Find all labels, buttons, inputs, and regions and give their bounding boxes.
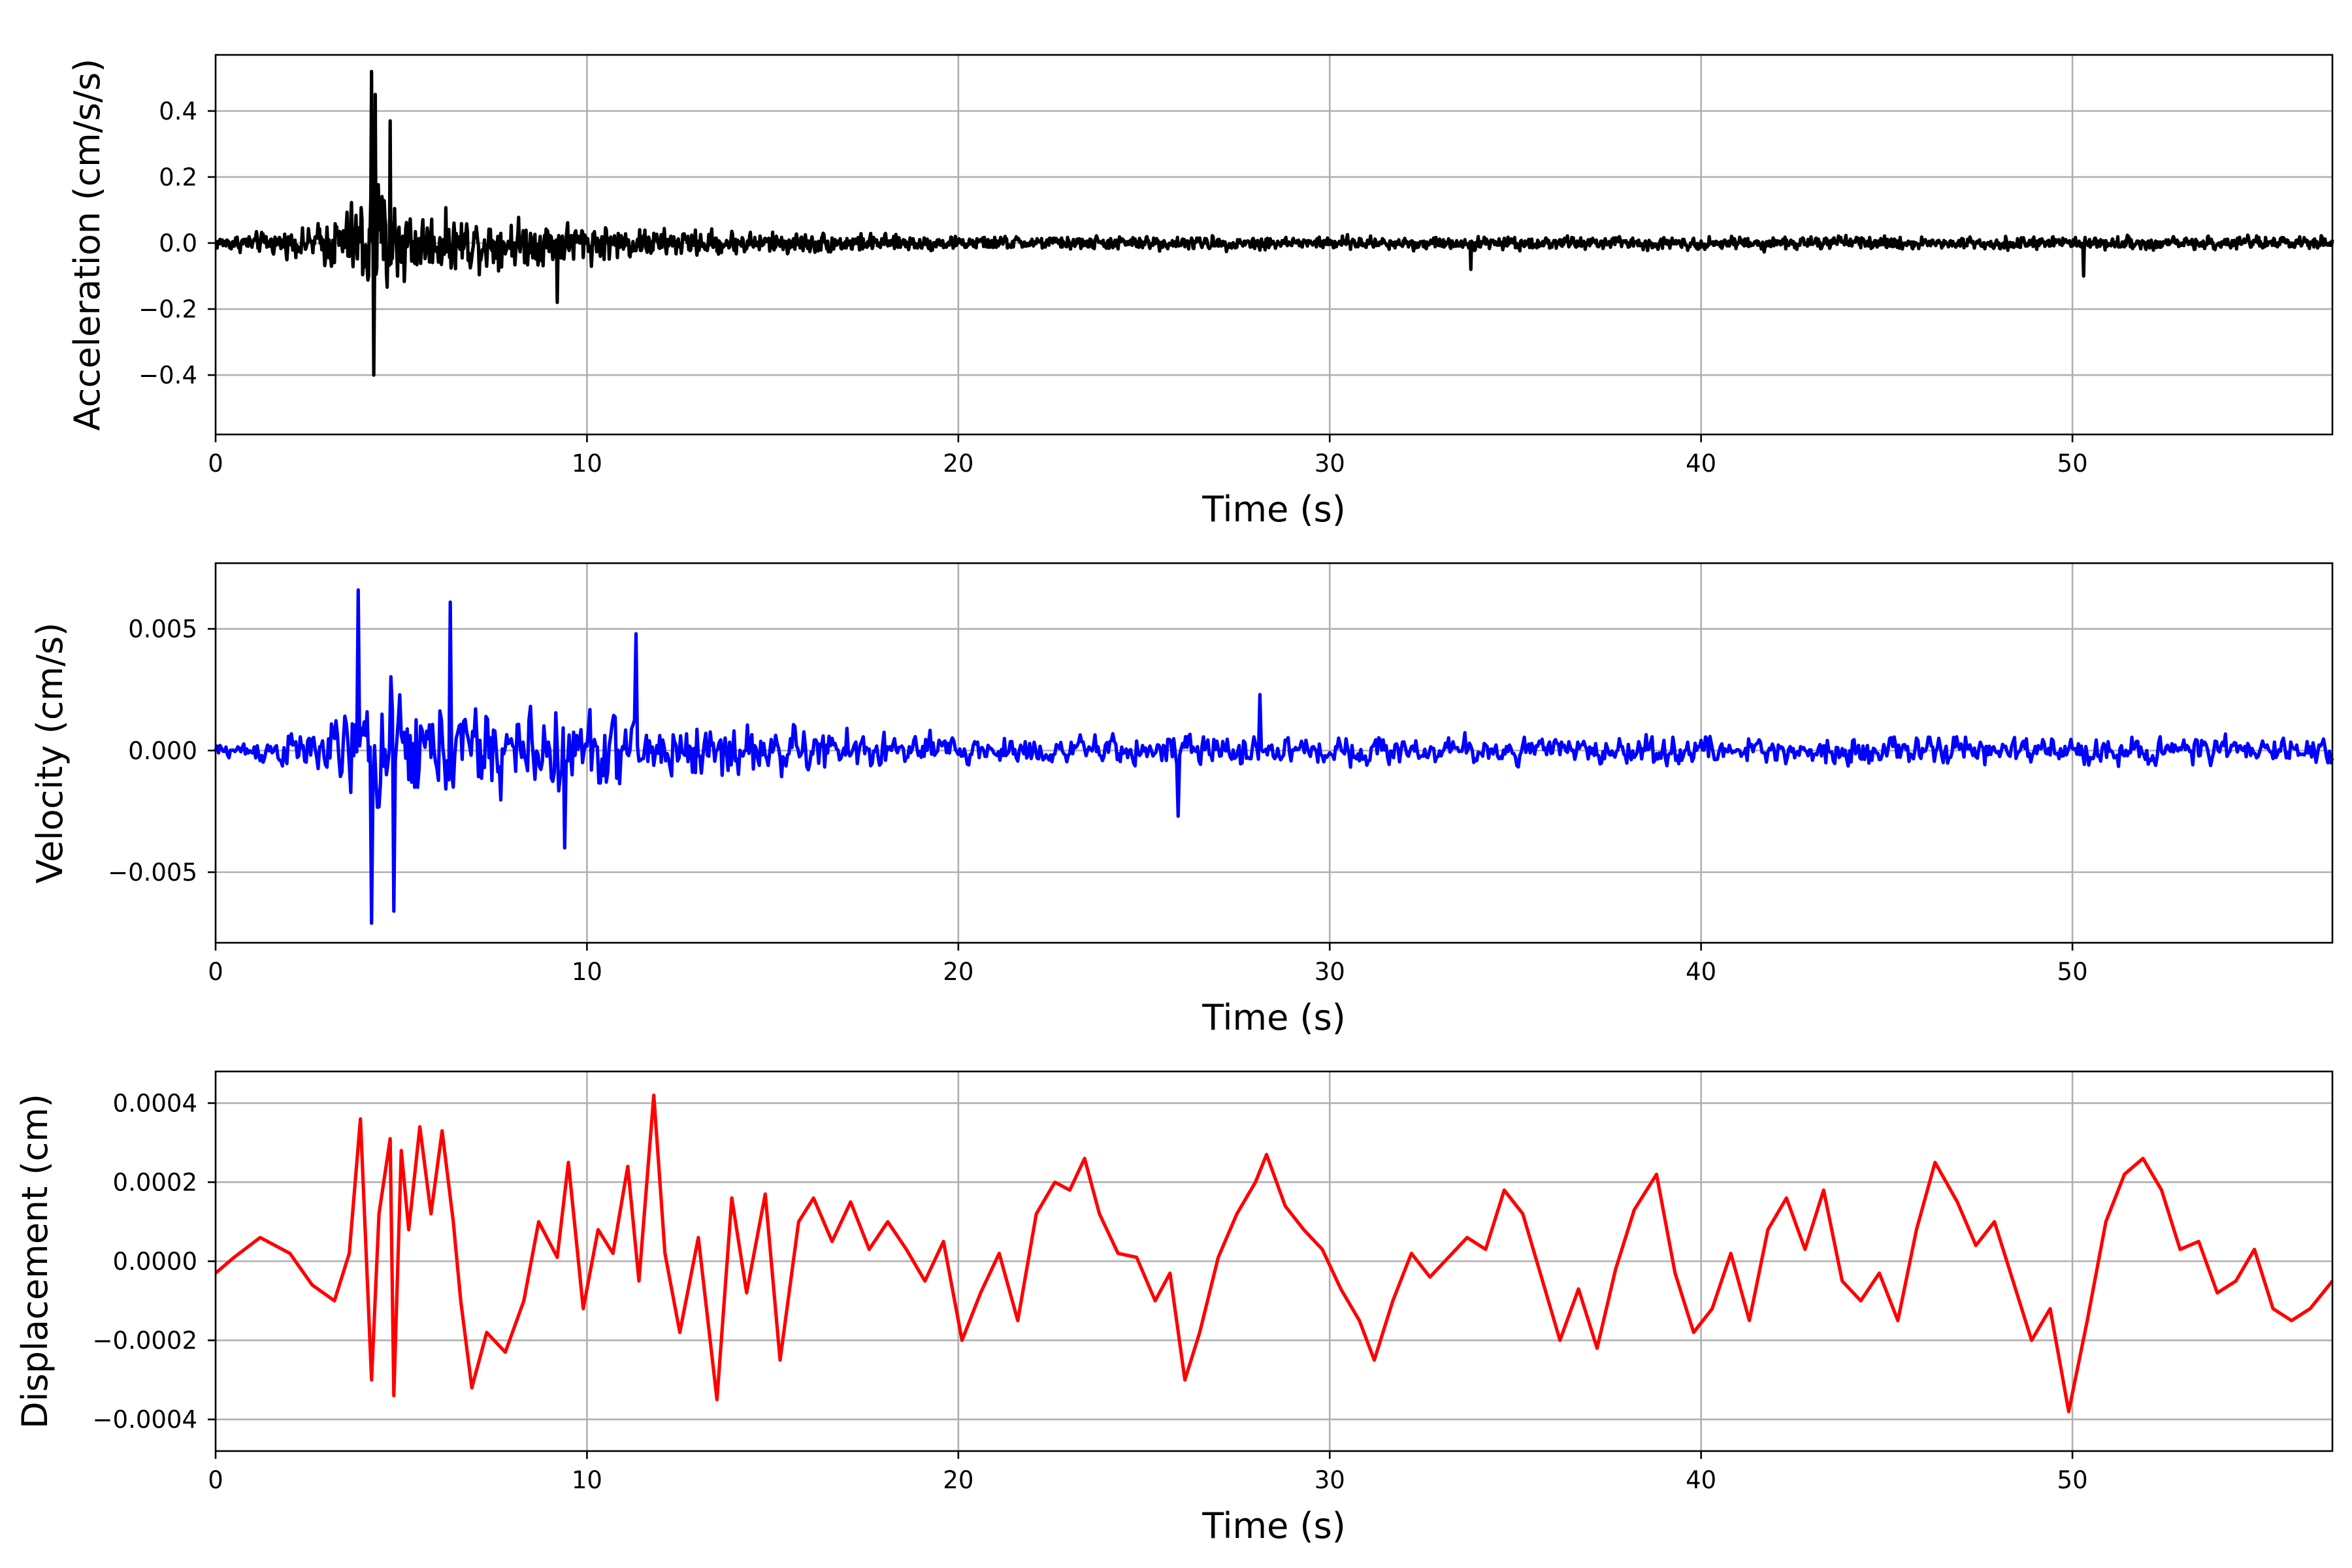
axes-frame	[214, 562, 2334, 944]
x-tick-label: 10	[572, 449, 602, 478]
x-tick-label: 50	[2057, 958, 2088, 986]
data-line	[214, 1093, 2334, 1414]
y-tick-label: −0.005	[108, 858, 197, 887]
x-tick-label: 20	[943, 958, 973, 986]
panel-3: 0 10 20 30 40 50 0.0004 0.0002 0.0000 −0.0002 −0.0…	[14, 1070, 2334, 1546]
x-axis-label: Time (s)	[1201, 997, 1346, 1038]
y-tick-label: 0.005	[128, 615, 197, 644]
x-axis-label: Time (s)	[1201, 489, 1346, 530]
y-tick-label: 0.0004	[113, 1089, 197, 1117]
y-tick-label: 0.4	[159, 97, 197, 125]
x-tick-label: 0	[208, 449, 223, 478]
x-tick-label: 40	[1686, 1466, 1716, 1494]
y-tick-label: −0.0004	[93, 1406, 197, 1434]
x-tick-label: 10	[572, 1466, 602, 1494]
x-tick-label: 20	[943, 449, 973, 478]
y-tick-label: 0.0	[159, 229, 197, 257]
axes-frame	[214, 54, 2334, 436]
x-tick-label: 0	[208, 958, 223, 986]
x-tick-label: 0	[208, 1466, 223, 1494]
x-tick-label: 10	[572, 958, 602, 986]
x-tick-label: 30	[1315, 449, 1345, 478]
x-tick-label: 30	[1315, 958, 1345, 986]
y-tick-label: 0.000	[128, 737, 197, 765]
y-tick-label: 0.0002	[113, 1168, 197, 1196]
y-tick-label: −0.4	[139, 361, 197, 389]
x-tick-label: 40	[1686, 449, 1716, 478]
y-axis-label: Velocity (cm/s)	[29, 623, 71, 884]
y-axis-label: Acceleration (cm/s/s)	[67, 59, 108, 431]
y-tick-label: −0.2	[139, 295, 197, 323]
panel-2: 0 10 20 30 40 50 0.005 0.000 −0.005 Time (s) Veloc…	[29, 562, 2334, 1038]
x-tick-label: 50	[2057, 1466, 2088, 1494]
data-line	[214, 588, 2334, 925]
y-axis-label: Displacement (cm)	[14, 1094, 56, 1429]
x-tick-label: 50	[2057, 449, 2088, 478]
x-axis-label: Time (s)	[1201, 1505, 1346, 1546]
panel-1: 0 10 20 30 40 50 0.4 0.2 0.0 −0.2 −0.4 Time (s) Acce…	[67, 54, 2334, 530]
y-tick-label: 0.0000	[113, 1248, 197, 1276]
data-line	[214, 69, 2334, 377]
y-tick-label: 0.2	[159, 163, 197, 191]
x-tick-label: 30	[1315, 1466, 1345, 1494]
x-tick-label: 20	[943, 1466, 973, 1494]
x-tick-label: 40	[1686, 958, 1716, 986]
y-tick-label: −0.0002	[93, 1327, 197, 1355]
